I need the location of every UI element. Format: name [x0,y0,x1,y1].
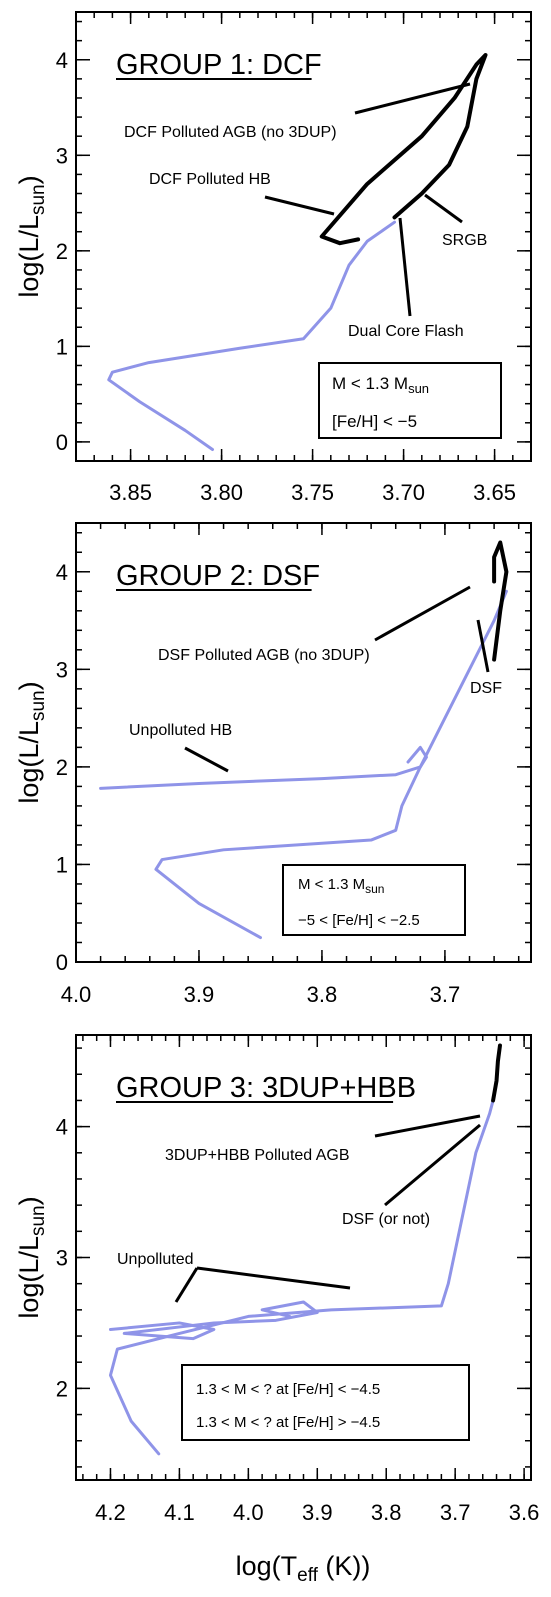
pointer-dcf-hb [264,195,335,216]
y-tick-label: 4 [56,1115,68,1140]
xlabel-sub: eff [297,1565,319,1586]
panel-title: GROUP 2: DSF [116,560,320,592]
x-tick-label: 4.2 [95,1500,126,1525]
pointer-dcf-agb [354,82,471,115]
y-tick-label: 1 [56,852,68,877]
annotation-dual-core-flash: Dual Core Flash [348,323,464,340]
x-tick-label: 4.1 [164,1500,195,1525]
box2-mass-main: M < 1.3 M [298,876,365,893]
y-tick-label: 4 [56,560,68,585]
box1-mass-main: M < 1.3 M [332,374,408,393]
x-tick-label: 3.80 [200,480,243,505]
box1-mass-sub: sun [408,381,429,396]
x-tick-label: 4.0 [61,982,92,1007]
series-line-1 [107,220,396,452]
ylabel-sub: sun [28,1205,49,1236]
annotation-dsf: DSF [470,680,502,697]
y-axis-label: log(L/Lsun) [14,175,49,297]
plot-frame [75,11,532,462]
y-tick-label: 3 [56,657,68,682]
pointer-srgb [424,193,463,224]
ylabel-tail: ) [14,175,44,184]
condition-box-3 [181,1364,470,1441]
x-tick-label: 3.8 [307,982,338,1007]
pointer-3dup-hbb-agb [374,1114,481,1138]
x-tick-label: 3.6 [509,1500,540,1525]
plot-frame [75,522,532,963]
annotation-3dup-hbb-agb: 3DUP+HBB Polluted AGB [165,1147,350,1164]
x-tick-label: 3.9 [184,982,215,1007]
ylabel-main: log(L/L [14,1236,44,1319]
panel-1: 3.85 3.80 3.75 3.70 3.6501234log(L/Lsun)GROU… [14,11,532,505]
ylabel-main: log(L/L [14,721,44,804]
panel-title: GROUP 3: 3DUP+HBB [116,1072,416,1104]
box2-feh: −5 < [Fe/H] < −2.5 [298,912,420,929]
box1-feh: [Fe/H] < −5 [332,412,417,431]
box3-line1: 1.3 < M < ? at [Fe/H] < −4.5 [196,1381,380,1398]
x-tick-label: 3.65 [473,480,516,505]
x-tick-label: 3.85 [109,480,152,505]
pointer-dsf-agb [374,585,471,642]
annotation-dsf-or-not: DSF (or not) [342,1211,430,1228]
x-tick-label: 3.75 [291,480,334,505]
xlabel-main: log(T [236,1551,298,1581]
y-tick-label: 2 [56,1376,68,1401]
y-tick-label: 3 [56,1246,68,1271]
condition-box-1 [318,362,502,439]
y-tick-label: 4 [56,48,68,73]
ylabel-sub: sun [28,184,49,215]
xlabel-tail: (K)) [318,1551,370,1581]
annotation-dcf-agb: DCF Polluted AGB (no 3DUP) [124,124,337,141]
annotation-unpolluted: Unpolluted [117,1251,194,1268]
x-tick-label: 3.8 [371,1500,402,1525]
x-axis-label: log(Teff (K)) [236,1551,371,1586]
x-tick-label: 3.7 [440,1500,471,1525]
box2-mass-sub: sun [365,882,384,896]
series-line-3 [492,540,509,662]
series-line-1 [154,589,508,940]
panel-3: 4.2 4.1 4.0 3.9 3.8 3.7 3.6 2 3 4 log(L/Lsun) GROUP… [14,1034,540,1525]
y-tick-label: 1 [56,334,68,359]
y-tick-label: 0 [56,950,68,975]
panel-title: GROUP 1: DCF [116,49,322,81]
ylabel-tail: ) [14,1196,44,1205]
annotation-dcf-hb: DCF Polluted HB [149,171,271,188]
box1-mass: M < 1.3 Msun [332,374,429,396]
x-tick-label: 4.0 [233,1500,264,1525]
ylabel-tail: ) [14,681,44,690]
annotation-unpolluted-hb: Unpolluted HB [129,722,232,739]
series-line-1 [108,1098,495,1456]
x-tick-label: 3.9 [302,1500,333,1525]
y-tick-label: 2 [56,755,68,780]
annotation-srgb: SRGB [442,232,487,249]
condition-box-2 [282,864,466,936]
ylabel-sub: sun [28,690,49,721]
y-tick-label: 0 [56,430,68,455]
box3-line2: 1.3 < M < ? at [Fe/H] > −4.5 [196,1414,380,1431]
y-axis-label: log(L/Lsun) [14,1196,49,1318]
annotation-dsf-agb: DSF Polluted AGB (no 3DUP) [158,647,370,664]
pointer-dsf [476,619,490,673]
pointer-dsf-or-not [384,1123,481,1207]
series-line-2 [99,745,428,790]
y-axis-label: log(L/Lsun) [14,681,49,803]
series-line-2 [108,1300,319,1341]
pointer-unpolluted-1 [174,1267,199,1303]
y-tick-label: 3 [56,143,68,168]
pointer-unpolluted-hb [184,746,229,773]
ylabel-main: log(L/L [14,215,44,298]
x-tick-label: 3.70 [382,480,425,505]
series-line-2 [319,52,488,246]
pointer-dual-core-flash [398,217,412,317]
pointer-unpolluted-2 [196,1266,351,1290]
y-tick-label: 2 [56,239,68,264]
box2-mass: M < 1.3 Msun [298,876,384,896]
series-line-3 [491,1043,502,1103]
x-tick-label: 3.7 [430,982,461,1007]
